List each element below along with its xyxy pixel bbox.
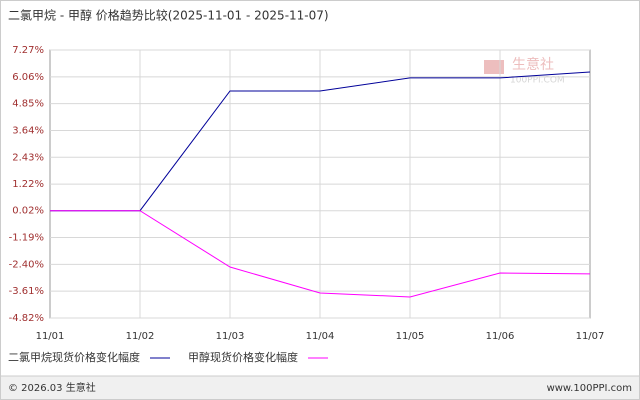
y-tick-label: -3.61% (9, 286, 44, 297)
y-tick-label: 0.02% (12, 206, 44, 217)
x-tick-label: 11/06 (486, 331, 515, 342)
footer-site: www.100PPI.com (547, 383, 632, 394)
x-tick-label: 11/03 (216, 331, 245, 342)
x-tick-label: 11/07 (576, 331, 605, 342)
series-line (50, 210, 591, 298)
watermark-logo (484, 60, 504, 74)
y-tick-label: 2.43% (12, 152, 44, 163)
y-tick-label: 6.06% (12, 72, 44, 83)
legend-label: 二氯甲烷现货价格变化幅度 (8, 350, 140, 364)
footer-copyright: © 2026.03 生意社 (8, 381, 96, 394)
y-tick-label: -4.82% (9, 313, 44, 324)
watermark-name: 生意社 (512, 56, 554, 73)
x-tick-label: 11/02 (126, 331, 155, 342)
watermark-site: 100PPI.COM (510, 76, 565, 86)
footer-bar (0, 375, 640, 400)
watermark: 生意社 100PPI.COM (484, 56, 565, 86)
x-tick-label: 11/01 (36, 331, 65, 342)
y-tick-label: 3.64% (12, 125, 44, 136)
y-tick-label: 7.27% (12, 45, 44, 56)
x-tick-label: 11/05 (396, 331, 425, 342)
legend-label: 甲醇现货价格变化幅度 (188, 350, 298, 364)
x-tick-label: 11/04 (306, 331, 335, 342)
y-tick-label: -2.40% (9, 259, 44, 270)
y-tick-label: -1.19% (9, 233, 44, 244)
chart-title: 二氯甲烷 - 甲醇 价格趋势比较(2025-11-01 - 2025-11-07… (8, 8, 329, 23)
y-tick-label: 4.85% (12, 99, 44, 110)
y-tick-label: 1.22% (12, 179, 44, 190)
